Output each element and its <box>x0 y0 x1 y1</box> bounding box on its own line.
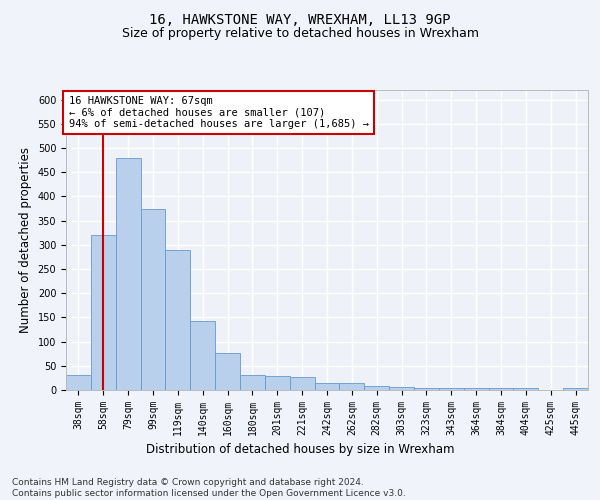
Bar <box>91 235 116 390</box>
Bar <box>414 388 439 390</box>
Text: Contains HM Land Registry data © Crown copyright and database right 2024.
Contai: Contains HM Land Registry data © Crown c… <box>12 478 406 498</box>
Bar <box>464 388 488 390</box>
Bar <box>364 386 389 390</box>
Bar <box>215 353 240 390</box>
Bar <box>190 321 215 390</box>
Bar <box>66 374 91 390</box>
Bar <box>240 374 265 390</box>
Bar <box>488 388 514 390</box>
Bar <box>140 208 166 390</box>
Bar <box>340 382 364 390</box>
Bar <box>389 387 414 390</box>
Bar <box>265 376 290 390</box>
Text: 16 HAWKSTONE WAY: 67sqm
← 6% of detached houses are smaller (107)
94% of semi-de: 16 HAWKSTONE WAY: 67sqm ← 6% of detached… <box>68 96 368 129</box>
Bar <box>439 388 464 390</box>
Y-axis label: Number of detached properties: Number of detached properties <box>19 147 32 333</box>
Text: 16, HAWKSTONE WAY, WREXHAM, LL13 9GP: 16, HAWKSTONE WAY, WREXHAM, LL13 9GP <box>149 12 451 26</box>
Bar <box>116 158 140 390</box>
Text: Distribution of detached houses by size in Wrexham: Distribution of detached houses by size … <box>146 442 454 456</box>
Bar <box>514 388 538 390</box>
Bar <box>563 388 588 390</box>
Bar <box>314 382 340 390</box>
Text: Size of property relative to detached houses in Wrexham: Size of property relative to detached ho… <box>121 28 479 40</box>
Bar <box>166 250 190 390</box>
Bar <box>290 377 314 390</box>
